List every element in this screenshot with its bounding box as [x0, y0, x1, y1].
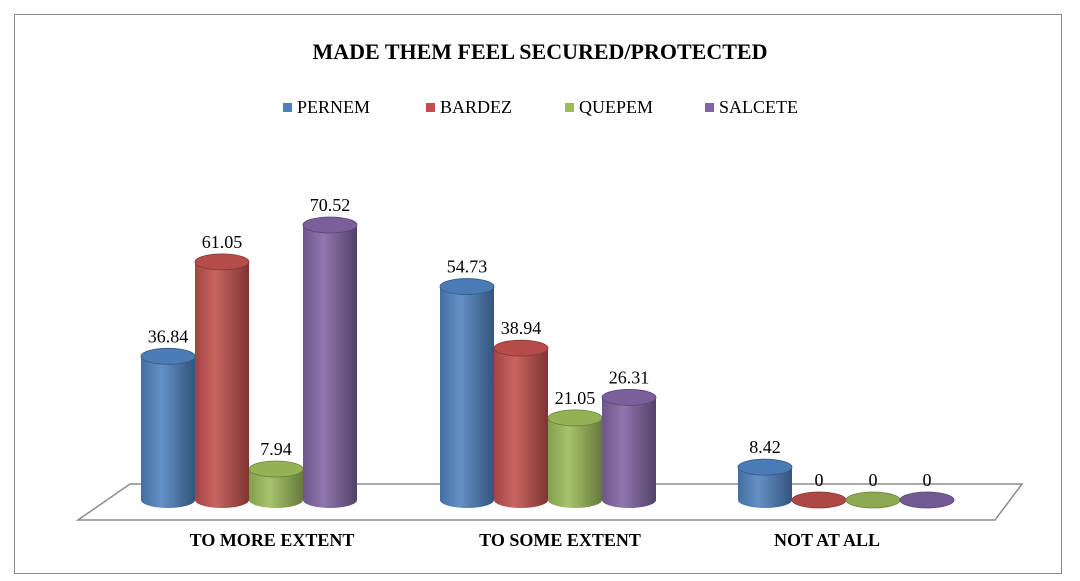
legend-label-salcete: SALCETE [719, 97, 798, 117]
value-label-not-at-all-salcete: 0 [923, 470, 932, 490]
category-labels-group: TO MORE EXTENT TO SOME EXTENT NOT AT ALL [190, 530, 880, 550]
bar-to-more-extent-bardez [194, 253, 250, 508]
value-label-to-more-extent-bardez: 61.05 [202, 232, 243, 252]
legend-label-quepem: QUEPEM [579, 97, 653, 117]
value-label-to-more-extent-quepem: 7.94 [260, 439, 292, 459]
bar-not-at-all-salcete [899, 491, 955, 509]
bar-to-some-extent-pernem [439, 278, 495, 508]
bar-to-some-extent-salcete [601, 388, 657, 508]
value-label-to-some-extent-quepem: 21.05 [555, 388, 596, 408]
bar-to-some-extent-quepem [547, 409, 603, 508]
bar-not-at-all-pernem [737, 458, 793, 508]
legend-swatch-salcete [705, 103, 714, 112]
legend-swatch-quepem [565, 103, 574, 112]
value-label-to-some-extent-pernem: 54.73 [447, 257, 488, 277]
value-label-to-some-extent-bardez: 38.94 [501, 318, 542, 338]
chart-legend: PERNEM BARDEZ QUEPEM SALCETE [283, 97, 798, 117]
category-label-to-some-extent: TO SOME EXTENT [479, 530, 641, 550]
value-labels-group: 36.84 61.05 7.94 70.52 54.73 38.94 21.05 26.31 8… [148, 195, 932, 490]
legend-label-bardez: BARDEZ [440, 97, 512, 117]
value-label-to-more-extent-salcete: 70.52 [310, 195, 351, 215]
bar-to-some-extent-bardez [493, 339, 549, 508]
value-label-not-at-all-bardez: 0 [815, 470, 824, 490]
value-label-to-more-extent-pernem: 36.84 [148, 326, 189, 346]
legend-label-pernem: PERNEM [297, 97, 370, 117]
chart-title: MADE THEM FEEL SECURED/PROTECTED [313, 39, 768, 64]
bar-not-at-all-quepem [845, 491, 901, 509]
bar-to-more-extent-salcete [302, 216, 358, 509]
legend-swatch-pernem [283, 103, 292, 112]
legend-swatch-bardez [426, 103, 435, 112]
value-label-not-at-all-quepem: 0 [869, 470, 878, 490]
category-label-not-at-all: NOT AT ALL [774, 530, 880, 550]
bar-to-more-extent-pernem [140, 347, 196, 508]
bar-to-more-extent-quepem [248, 460, 304, 508]
bar-not-at-all-bardez [791, 491, 847, 509]
value-label-not-at-all-pernem: 8.42 [749, 437, 781, 457]
category-label-to-more-extent: TO MORE EXTENT [190, 530, 355, 550]
value-label-to-some-extent-salcete: 26.31 [609, 367, 650, 387]
bars-group [140, 216, 955, 509]
